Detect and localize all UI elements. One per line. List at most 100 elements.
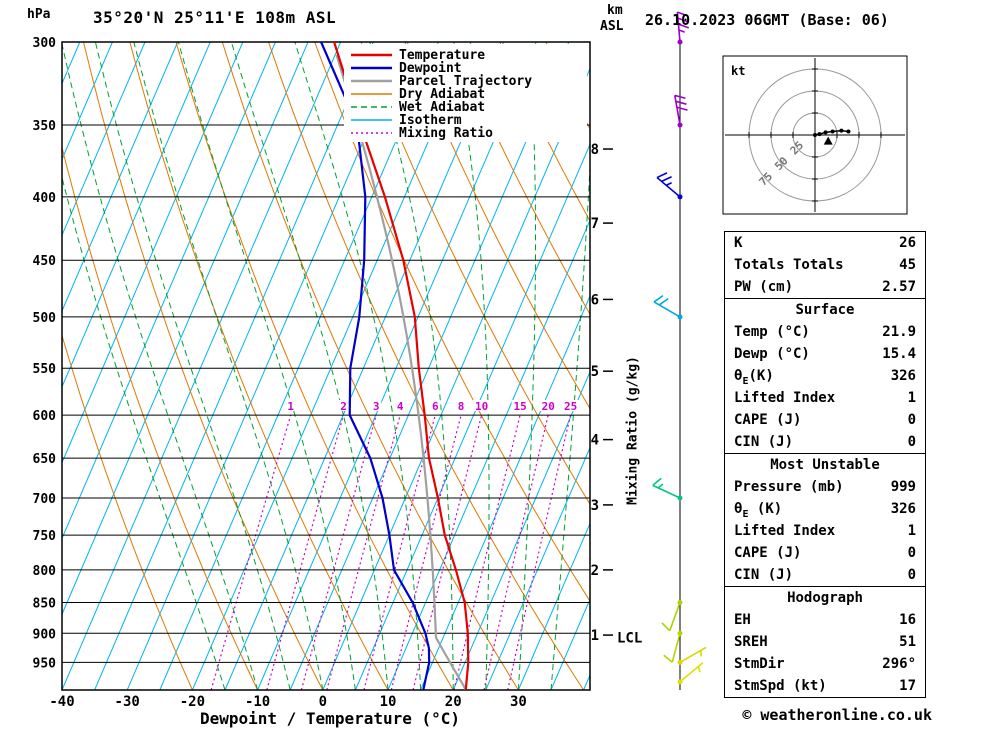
- row-value: 51: [899, 634, 916, 650]
- wind-barb-staff: [676, 12, 681, 43]
- section-header: Most Unstable: [770, 457, 880, 473]
- mixing-ratio-value-label: 15: [513, 400, 526, 413]
- row-value: 15.4: [882, 346, 916, 362]
- mixing-ratio-value-label: 3: [373, 400, 380, 413]
- wind-barb-half-feather: [678, 29, 685, 33]
- table-row: EH 16: [725, 609, 925, 631]
- panel-section-surface: Surface Temp (°C) 21.9 Dewp (°C) 15.4 θE(K) 32…: [724, 298, 926, 454]
- row-label: Lifted Index: [734, 523, 836, 539]
- row-value: 0: [907, 412, 916, 428]
- hodograph-trace-dot: [839, 128, 844, 133]
- table-row: CIN (J) 0: [725, 564, 925, 586]
- temperature-curve: [333, 42, 470, 690]
- wind-barb-feather: [663, 654, 673, 663]
- table-row: Lifted Index 1: [725, 520, 925, 542]
- dry-adiabat-line: [453, 42, 590, 316]
- copyright-link[interactable]: © weatheronline.co.uk: [742, 706, 932, 724]
- table-row: CAPE (J) 0: [725, 409, 925, 431]
- pressure-axis-unit: hPa: [27, 7, 51, 22]
- row-value: 326: [890, 368, 916, 384]
- km-tick-label: 8: [591, 142, 599, 158]
- isotherm-line: [159, 42, 439, 690]
- hodograph-trace-dot: [830, 129, 835, 134]
- row-value: 0: [907, 434, 916, 450]
- dry-adiabat-line: [83, 42, 324, 690]
- plot-border: [61, 41, 591, 691]
- legend-label: Wet Adiabat: [399, 100, 485, 115]
- row-label: StmDir: [734, 656, 785, 672]
- hodograph-trace-dot: [846, 129, 851, 134]
- row-label: K: [734, 235, 743, 251]
- table-row: Pressure (mb) 999: [725, 476, 925, 498]
- row-label: Dewp (°C): [734, 346, 810, 362]
- km-tick-label: 3: [591, 498, 599, 514]
- km-tick-label: 2: [591, 563, 599, 579]
- wind-barb-feather: [675, 100, 687, 105]
- row-value: 0: [907, 545, 916, 561]
- row-value: 1: [907, 523, 916, 539]
- row-label: Lifted Index: [734, 390, 836, 406]
- pressure-gridlines: 300 350 400 450 500 550 600 650 700 750 800 850 900 9…: [33, 36, 590, 671]
- table-row: Lifted Index 1: [725, 387, 925, 409]
- wet-adiabat-line: [62, 175, 226, 690]
- wind-barb-feather: [677, 11, 688, 17]
- table-row: StmSpd (kt) 17: [725, 675, 925, 697]
- isotherm-line: [257, 42, 537, 690]
- row-label: Totals Totals: [734, 257, 844, 273]
- km-tick-label: 4: [591, 433, 599, 449]
- row-value: 999: [890, 479, 916, 495]
- row-value: 326: [890, 501, 916, 517]
- table-row: CAPE (J) 0: [725, 542, 925, 564]
- row-value: 0: [907, 567, 916, 583]
- pressure-tick-label: 700: [33, 492, 57, 507]
- wind-barb-staff: [679, 661, 704, 683]
- mixing-ratio-line: [363, 414, 436, 690]
- wind-barb-feather: [676, 106, 688, 111]
- temp-tick-label: 0: [319, 694, 327, 710]
- pressure-tick-label: 800: [33, 564, 57, 579]
- row-value: 296°: [882, 656, 916, 672]
- isotherm-line: [62, 42, 244, 464]
- isotherm-line: [191, 42, 472, 690]
- table-row: θE(K) 326: [725, 365, 925, 387]
- wind-barb-feather: [678, 23, 690, 29]
- hodograph-unit-label: kt: [731, 64, 745, 78]
- legend-label: Parcel Trajectory: [399, 74, 532, 89]
- pressure-tick-label: 950: [33, 656, 57, 671]
- wind-barb-feather: [674, 94, 686, 100]
- mixing-ratio-value-label: 6: [432, 400, 439, 413]
- km-axis: 8 7 6 5 4 3 2 1 LCL: [591, 142, 643, 647]
- table-row: K 26: [725, 232, 925, 254]
- section-header: Hodograph: [787, 590, 863, 606]
- isotherm-line: [62, 42, 276, 540]
- mixing-label-bg: [371, 400, 382, 411]
- lcl-label: LCL: [617, 631, 642, 647]
- mixing-label-bg: [338, 400, 349, 411]
- temp-tick-label: -40: [49, 694, 74, 710]
- wind-barb-staff: [668, 602, 681, 631]
- row-value: 21.9: [882, 324, 916, 340]
- wind-barb-feather: [661, 622, 671, 632]
- table-row: Totals Totals 45: [725, 254, 925, 276]
- row-label: θE(K): [734, 368, 774, 387]
- mixing-ratio-line: [326, 414, 401, 690]
- km-axis-label: km: [607, 3, 623, 18]
- wind-barbs: [652, 11, 707, 690]
- row-label: PW (cm): [734, 279, 794, 295]
- pressure-tick-label: 350: [33, 119, 57, 134]
- wind-barb-feather: [653, 294, 664, 303]
- dry-adiabat-line: [499, 42, 590, 223]
- row-label: SREH: [734, 634, 768, 650]
- row-label: CAPE (J): [734, 545, 802, 561]
- section-header: Surface: [795, 302, 855, 318]
- mixing-ratio-value-label: 25: [564, 400, 577, 413]
- pressure-tick-label: 650: [33, 452, 57, 467]
- mixing-ratio-line: [210, 414, 292, 690]
- wet-adiabat-line: [62, 42, 259, 690]
- panel-section-indices: K 26 Totals Totals 45 PW (cm) 2.57: [724, 231, 926, 299]
- wind-barb-feather: [656, 172, 668, 179]
- wet-adiabat-line: [133, 42, 324, 690]
- temperature-axis-title: Dewpoint / Temperature (°C): [199, 709, 461, 728]
